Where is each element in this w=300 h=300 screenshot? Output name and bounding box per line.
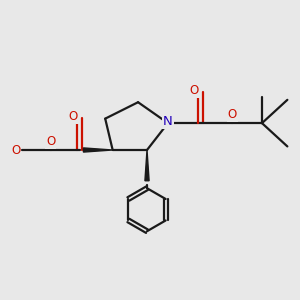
Text: O: O <box>11 143 20 157</box>
Text: O: O <box>46 135 55 148</box>
Polygon shape <box>83 148 113 152</box>
Text: O: O <box>228 108 237 121</box>
Polygon shape <box>145 150 149 181</box>
Text: N: N <box>163 115 173 128</box>
Text: O: O <box>190 84 199 97</box>
Text: O: O <box>69 110 78 123</box>
